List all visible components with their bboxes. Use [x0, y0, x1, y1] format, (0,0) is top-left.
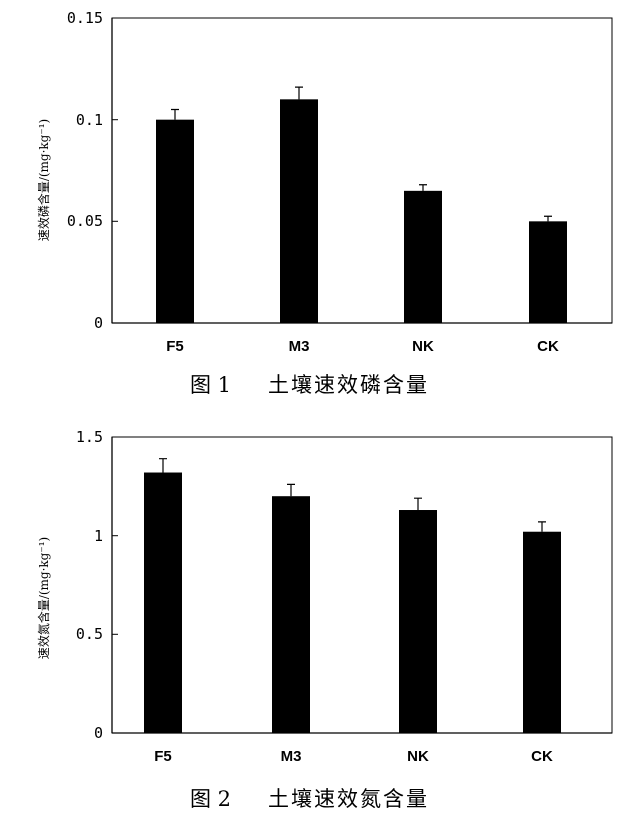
chart-1-bar-nk — [404, 190, 442, 323]
chart-2-xtick-label: CK — [531, 748, 553, 765]
chart-1-bar-m3 — [280, 99, 318, 323]
chart-2-xtick-label: NK — [407, 748, 429, 765]
chart-1-caption-text: 土壤速效磷含量 — [268, 373, 429, 397]
chart-1-error-bar-f5 — [171, 108, 179, 120]
chart-2-error-bar-nk — [414, 497, 422, 511]
chart-2-bar-m3 — [272, 496, 310, 733]
chart-2-error-bar-f5 — [159, 458, 167, 473]
chart-1-ytick-label: 0.05 — [67, 212, 103, 230]
chart-2: 速效氮含量/(mg·kg⁻¹) 0 0.5 1 1.5 F5 M3 NK — [36, 428, 613, 811]
chart-2-xtick-label: F5 — [154, 748, 172, 765]
chart-2-xtick-label: M3 — [281, 748, 302, 765]
chart-2-bar-f5 — [144, 472, 182, 733]
chart-1-error-bar-ck — [544, 215, 552, 222]
chart-1-yticks: 0 0.05 0.1 0.15 — [67, 9, 118, 332]
chart-1-ytick-label: 0.1 — [76, 111, 103, 129]
chart-2-ytick-label: 0 — [94, 724, 103, 742]
chart-2-caption-number: 图 2 — [190, 787, 231, 811]
chart-1-bars — [156, 99, 567, 324]
chart-2-error-bars — [159, 458, 546, 532]
chart-1-ytick-label: 0.15 — [67, 9, 103, 27]
chart-2-ytick-label: 1.5 — [76, 428, 103, 446]
chart-1-xtick-label: M3 — [289, 338, 310, 355]
chart-2-yticks: 0 0.5 1 1.5 — [76, 428, 118, 742]
chart-2-error-bar-ck — [538, 521, 546, 532]
chart-2-bars — [144, 472, 561, 733]
chart-1-bar-f5 — [156, 119, 194, 324]
chart-1-error-bars — [171, 86, 552, 222]
chart-2-bar-nk — [399, 510, 437, 733]
chart-1: 速效磷含量/(mg·kg⁻¹) 0 0.05 0.1 0.15 F5 M3 — [36, 9, 613, 397]
chart-1-caption-number: 图 1 — [190, 373, 231, 397]
chart-1-xtick-label: F5 — [166, 338, 184, 355]
chart-2-xticks: F5 M3 NK CK — [154, 748, 553, 765]
chart-2-error-bar-m3 — [287, 483, 295, 497]
chart-1-bar-ck — [529, 221, 567, 323]
chart-2-y-axis-label: 速效氮含量/(mg·kg⁻¹) — [36, 537, 51, 659]
chart-1-ytick-label: 0 — [94, 314, 103, 332]
chart-2-bar-ck — [523, 531, 561, 733]
chart-1-xtick-label: CK — [537, 338, 559, 355]
chart-2-caption-text: 土壤速效氮含量 — [268, 787, 429, 811]
chart-2-ytick-label: 1 — [94, 527, 103, 545]
chart-1-xtick-label: NK — [412, 338, 434, 355]
chart-2-ytick-label: 0.5 — [76, 625, 103, 643]
chart-1-xticks: F5 M3 NK CK — [166, 338, 559, 355]
chart-1-error-bar-m3 — [295, 86, 303, 100]
chart-1-error-bar-nk — [419, 184, 427, 191]
chart-1-y-axis-label: 速效磷含量/(mg·kg⁻¹) — [36, 119, 51, 241]
